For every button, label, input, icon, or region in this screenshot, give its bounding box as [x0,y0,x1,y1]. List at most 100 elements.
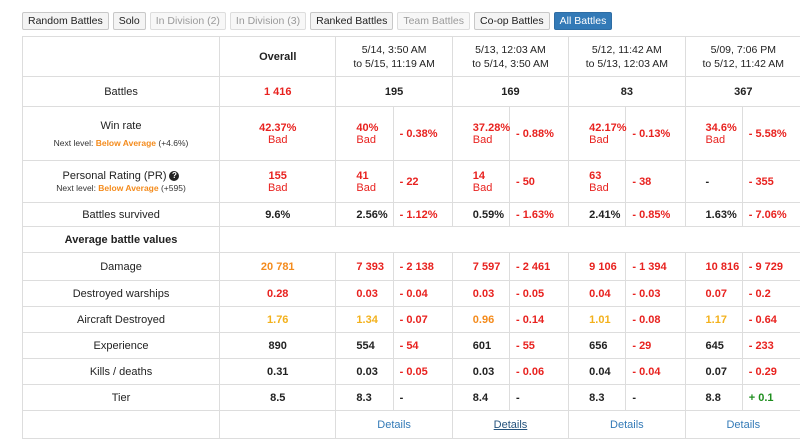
tab-ranked-battles[interactable]: Ranked Battles [310,12,393,30]
period-diff: - 0.85% [626,203,685,227]
period-value: 0.07 [685,281,742,307]
period-value: 37.28%Bad [452,107,509,161]
period-diff: - [393,385,452,411]
period-value: 2.56% [336,203,393,227]
grade: Bad [706,134,726,146]
tab-solo[interactable]: Solo [113,12,146,30]
overall-value: 0.28 [220,281,336,307]
header-label-cell [23,37,220,77]
row-battles: Battles 1 416 195 169 83 367 [23,77,800,107]
period-diff: - 0.29 [742,359,800,385]
period-diff: - 55 [509,333,568,359]
details-link[interactable]: Details [569,411,685,439]
row-label: Personal Rating (PR) [63,170,167,182]
period-diff: - 0.05 [393,359,452,385]
period-value: 601 [452,333,509,359]
value: 155 [269,170,287,182]
period-value: 0.07 [685,359,742,385]
row-label-cell: Win rate Next level: Below Average (+4.6… [23,107,220,161]
period-diff: - 1.63% [509,203,568,227]
details-row: Details Details Details Details [23,411,800,439]
period-start: 5/14, 3:50 AM [362,44,427,56]
value: 37.28% [473,122,510,134]
details-link[interactable]: Details [336,411,452,439]
grade: Bad [268,134,288,146]
grade: Bad [473,182,493,194]
row-label: Destroyed warships [23,281,220,307]
period-diff: - 233 [742,333,800,359]
details-link[interactable]: Details [452,411,568,439]
period-diff: - 1.12% [393,203,452,227]
row-label: Battles survived [23,203,220,227]
details-empty [220,411,336,439]
row-label: Aircraft Destroyed [23,307,220,333]
next-level-name: Below Average [98,183,158,193]
period-value: 1.17 [685,307,742,333]
tab-random-battles[interactable]: Random Battles [22,12,109,30]
period-value: 656 [569,333,626,359]
next-level-delta: (+4.6%) [156,138,188,148]
tab-in-division-3[interactable]: In Division (3) [230,12,306,30]
section-filler [220,227,800,253]
period-value: 0.04 [569,359,626,385]
value: 14 [473,170,485,182]
details-link[interactable]: Details [685,411,800,439]
period-diff: - 0.88% [509,107,568,161]
period-value: 1.01 [569,307,626,333]
section-row: Average battle values [23,227,800,253]
row-battles-survived: Battles survived 9.6% 2.56% - 1.12% 0.59… [23,203,800,227]
period-diff: - 7.06% [742,203,800,227]
period-value: 34.6%Bad [685,107,742,161]
row-win-rate: Win rate Next level: Below Average (+4.6… [23,107,800,161]
period-diff: - 1 394 [626,253,685,281]
period-diff: - [626,385,685,411]
period-value: 169 [452,77,568,107]
period-value: 1.63% [685,203,742,227]
period-value: 7 393 [336,253,393,281]
period-value: 195 [336,77,452,107]
value: 41 [356,170,368,182]
header-overall: Overall [220,37,336,77]
period-diff: - 9 729 [742,253,800,281]
period-value: 8.8 [685,385,742,411]
tab-all-battles[interactable]: All Battles [554,12,613,30]
grade: Bad [356,182,376,194]
overall-value: 0.31 [220,359,336,385]
row-label: Experience [23,333,220,359]
row-label: Win rate [101,120,142,132]
tab-coop-battles[interactable]: Co-op Battles [474,12,550,30]
next-level-prefix: Next level: [54,138,96,148]
grade: Bad [589,134,609,146]
tab-in-division-2[interactable]: In Division (2) [150,12,226,30]
section-title: Average battle values [23,227,220,253]
row-label: Tier [23,385,220,411]
help-icon[interactable]: ? [169,171,179,181]
period-diff: - 0.07 [393,307,452,333]
period-diff: - 355 [742,161,800,203]
period-diff: - 0.03 [626,281,685,307]
period-diff: - 38 [626,161,685,203]
period-value: 42.17%Bad [569,107,626,161]
period-diff: - 2 461 [509,253,568,281]
period-value: 0.96 [452,307,509,333]
overall-value: 8.5 [220,385,336,411]
period-value: 0.04 [569,281,626,307]
row-label: Damage [23,253,220,281]
tab-team-battles[interactable]: Team Battles [397,12,470,30]
period-diff: - 0.2 [742,281,800,307]
period-value: 83 [569,77,685,107]
period-diff: - 0.05 [509,281,568,307]
value: - [706,176,710,188]
period-value: 8.4 [452,385,509,411]
period-value: 645 [685,333,742,359]
value: 42.17% [589,122,626,134]
